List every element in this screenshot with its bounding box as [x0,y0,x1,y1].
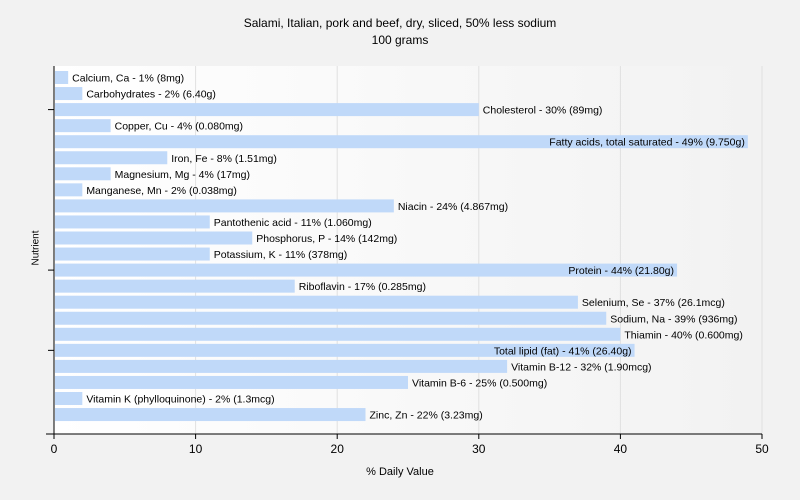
x-tick-label: 30 [472,442,486,456]
bar [55,408,366,422]
bar [55,183,83,197]
bar-label: Vitamin B-6 - 25% (0.500mg) [412,377,547,389]
bar-label: Total lipid (fat) - 41% (26.40g) [494,345,632,357]
bar [55,119,111,133]
bar-label: Phosphorus, P - 14% (142mg) [256,233,397,245]
x-tick-label: 0 [51,442,58,456]
bar [55,167,111,181]
bar-label: Fatty acids, total saturated - 49% (9.75… [549,137,745,149]
chart-title: Salami, Italian, pork and beef, dry, sli… [243,16,557,30]
bar [55,231,253,245]
bar-label: Thiamin - 40% (0.600mg) [624,329,742,341]
bar-label: Iron, Fe - 8% (1.51mg) [171,153,277,165]
bar [55,71,69,84]
bar-label: Selenium, Se - 37% (26.1mcg) [582,297,725,309]
bar-label: Vitamin B-12 - 32% (1.90mcg) [511,361,651,373]
bar-label: Protein - 44% (21.80g) [568,265,674,277]
bar-label: Magnesium, Mg - 4% (17mg) [115,169,250,181]
bar [55,103,479,117]
chart-subtitle: 100 grams [371,33,429,47]
bar [55,327,621,341]
bar [55,392,83,405]
bar-label: Carbohydrates - 2% (6.40g) [86,89,216,101]
x-tick-label: 10 [189,442,203,456]
bar [55,247,210,261]
bar [55,295,578,309]
bar [55,151,168,165]
bar [55,215,210,229]
x-axis-label: % Daily Value [366,466,434,478]
bar [55,343,635,357]
x-tick-label: 20 [331,442,345,456]
bar-label: Pantothenic acid - 11% (1.060mg) [214,217,372,229]
bar-label: Riboflavin - 17% (0.285mg) [299,281,426,293]
bar-label: Niacin - 24% (4.867mg) [398,201,508,213]
bar [55,199,394,213]
bar-label: Vitamin K (phylloquinone) - 2% (1.3mcg) [86,394,274,406]
bar-label: Cholesterol - 30% (89mg) [483,105,603,117]
x-tick-label: 40 [614,442,628,456]
bar [55,135,748,149]
bar [55,359,508,373]
bar [55,279,295,293]
bar [55,311,607,325]
bar-label: Sodium, Na - 39% (936mg) [610,313,737,325]
x-tick-label: 50 [755,442,769,456]
bar-label: Potassium, K - 11% (378mg) [214,249,347,261]
bar [55,375,408,389]
bar-label: Zinc, Zn - 22% (3.23mg) [370,410,483,422]
bar [55,87,83,101]
bar-label: Manganese, Mn - 2% (0.038mg) [86,185,237,197]
bar-label: Copper, Cu - 4% (0.080mg) [115,121,243,133]
bar-label: Calcium, Ca - 1% (8mg) [72,73,184,85]
bar [55,263,678,277]
